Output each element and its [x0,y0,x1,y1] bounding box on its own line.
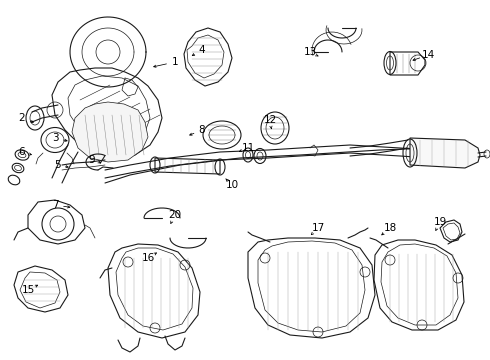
Text: 5: 5 [54,160,60,170]
Text: 15: 15 [22,285,35,295]
Text: 17: 17 [311,223,325,233]
Text: 11: 11 [242,143,255,153]
Text: 19: 19 [433,217,446,227]
Text: 14: 14 [421,50,435,60]
Text: 16: 16 [142,253,155,263]
Polygon shape [72,102,148,162]
Text: 4: 4 [198,45,205,55]
Text: 1: 1 [172,57,178,67]
Text: 6: 6 [19,147,25,157]
Text: 20: 20 [169,210,182,220]
Text: 9: 9 [89,155,96,165]
Text: 8: 8 [198,125,205,135]
Text: 12: 12 [264,115,277,125]
Text: 18: 18 [383,223,396,233]
Text: 13: 13 [303,47,317,57]
Text: 3: 3 [51,133,58,143]
Text: 10: 10 [225,180,239,190]
Text: 7: 7 [51,200,58,210]
Text: 2: 2 [19,113,25,123]
Polygon shape [410,138,480,168]
